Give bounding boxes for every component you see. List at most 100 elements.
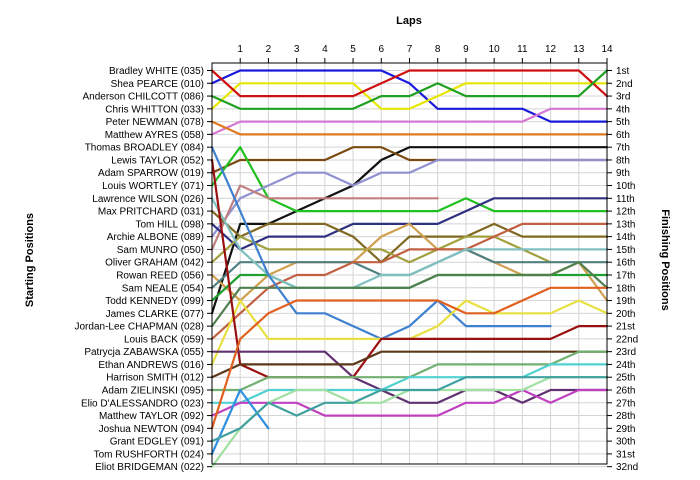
starting-label: Joshua NEWTON (094) — [99, 424, 204, 435]
driver-position-line — [210, 107, 609, 136]
x-tick-label: 7 — [407, 44, 413, 55]
starting-label: Max PRITCHARD (031) — [98, 207, 204, 218]
driver-position-line — [210, 69, 609, 110]
driver-position-line — [210, 146, 609, 315]
starting-label: Shea PEARCE (010) — [111, 79, 204, 90]
x-tick-label: 2 — [266, 44, 272, 55]
x-tick-label: 3 — [294, 44, 300, 55]
starting-label: Tom HILL (098) — [135, 219, 204, 230]
finishing-label: 15th — [616, 245, 635, 256]
driver-position-line — [210, 146, 609, 213]
x-axis-title: Laps — [396, 15, 422, 27]
finishing-label: 29th — [616, 424, 635, 435]
x-tick-label: 13 — [573, 44, 585, 55]
finishing-label: 18th — [616, 283, 635, 294]
driver-position-line — [210, 184, 439, 251]
driver-position-line — [210, 82, 609, 110]
driver-position-line — [210, 388, 609, 417]
driver-position-line — [210, 120, 609, 136]
starting-label: Lawrence WILSON (026) — [92, 194, 204, 205]
driver-position-line — [210, 210, 609, 264]
x-tick-label: 6 — [379, 44, 385, 55]
starting-label: Eliot BRIDGEMAN (022) — [95, 462, 204, 473]
starting-label: Peter NEWMAN (078) — [106, 117, 204, 128]
starting-label: Bradley WHITE (035) — [109, 66, 204, 77]
starting-label: Anderson CHILCOTT (086) — [82, 92, 204, 103]
starting-label: James CLARKE (077) — [106, 309, 204, 320]
driver-position-line — [210, 388, 270, 455]
finishing-label: 32nd — [616, 462, 638, 473]
driver-position-line — [210, 350, 609, 379]
driver-position-line — [210, 376, 609, 443]
starting-position-labels: Bradley WHITE (035) Shea PEARCE (010) Ande… — [75, 66, 205, 473]
finishing-label: 1st — [616, 66, 630, 77]
finishing-label: 26th — [616, 386, 635, 397]
driver-position-line — [210, 363, 609, 404]
finishing-label: 24th — [616, 360, 635, 371]
driver-position-line — [210, 69, 609, 123]
x-tick-label: 11 — [517, 44, 528, 55]
finishing-label: 10th — [616, 181, 635, 192]
starting-label: Grant EDGLEY (091) — [110, 437, 204, 448]
finishing-label: 23rd — [616, 347, 636, 358]
x-tick-label: 12 — [545, 44, 557, 55]
finishing-label: 22nd — [616, 334, 638, 345]
series-lines — [210, 69, 609, 468]
driver-position-line — [210, 69, 609, 98]
finishing-label: 6th — [616, 130, 630, 141]
starting-label: Lewis TAYLOR (052) — [111, 155, 204, 166]
starting-label: Tom RUSHFORTH (024) — [94, 449, 204, 460]
finishing-label: 28th — [616, 411, 635, 422]
finishing-label: 16th — [616, 258, 635, 269]
finishing-label: 27th — [616, 398, 635, 409]
finishing-label: 21st — [616, 322, 635, 333]
finishing-label: 9th — [616, 168, 630, 179]
starting-label: Chris WHITTON (033) — [105, 104, 204, 115]
starting-label: Matthew TAYLOR (092) — [99, 411, 204, 422]
finishing-label: 20th — [616, 309, 635, 320]
finishing-label: 31st — [616, 449, 635, 460]
starting-label: Rowan REED (056) — [116, 270, 204, 281]
x-tick-label: 8 — [435, 44, 441, 55]
starting-label: Patrycja ZABAWSKA (055) — [84, 347, 204, 358]
axis-ticks — [207, 58, 612, 468]
driver-position-line — [210, 350, 609, 404]
starting-label: Thomas BROADLEY (084) — [85, 143, 204, 154]
starting-label: Louis WORTLEY (071) — [102, 181, 204, 192]
finishing-label: 13th — [616, 219, 635, 230]
driver-position-line — [210, 222, 609, 340]
finishing-label: 5th — [616, 117, 630, 128]
finishing-label: 14th — [616, 232, 635, 243]
finishing-label: 4th — [616, 104, 630, 115]
driver-position-line — [210, 197, 609, 289]
starting-label: Adam SPARROW (019) — [98, 168, 204, 179]
finishing-label: 12th — [616, 207, 635, 218]
x-tick-labels: 1 2 3 4 5 6 7 8 9 10 11 12 13 14 — [237, 44, 613, 55]
starting-label: Harrison SMITH (012) — [106, 373, 204, 384]
starting-label: Sam NEALE (054) — [122, 283, 204, 294]
left-axis-title: Starting Positions — [24, 213, 36, 307]
finishing-label: 11th — [616, 194, 635, 205]
finishing-label: 19th — [616, 296, 635, 307]
starting-label: Elio D'ALESSANDRO (023) — [81, 398, 204, 409]
x-tick-label: 1 — [237, 44, 243, 55]
starting-label: Louis BACK (059) — [124, 334, 204, 345]
finishing-label: 7th — [616, 143, 630, 154]
finishing-label: 17th — [616, 270, 635, 281]
finishing-label: 3rd — [616, 92, 630, 103]
x-tick-label: 4 — [322, 44, 328, 55]
finishing-label: 30th — [616, 437, 635, 448]
finishing-label: 25th — [616, 373, 635, 384]
starting-label: Adam ZIELINSKI (095) — [102, 386, 204, 397]
x-tick-label: 10 — [489, 44, 501, 55]
x-tick-label: 9 — [463, 44, 469, 55]
x-tick-label: 14 — [601, 44, 613, 55]
gridlines — [212, 63, 608, 468]
starting-label: Oliver GRAHAM (042) — [105, 258, 204, 269]
finishing-position-labels: 1st2nd3rd4th5th6th7th8th9th10th11th12th1… — [616, 66, 638, 473]
starting-label: Ethan ANDREWS (016) — [98, 360, 204, 371]
driver-position-line — [210, 158, 609, 238]
starting-label: Matthew AYRES (058) — [105, 130, 204, 141]
right-axis-title: Finishing Positions — [659, 209, 671, 310]
